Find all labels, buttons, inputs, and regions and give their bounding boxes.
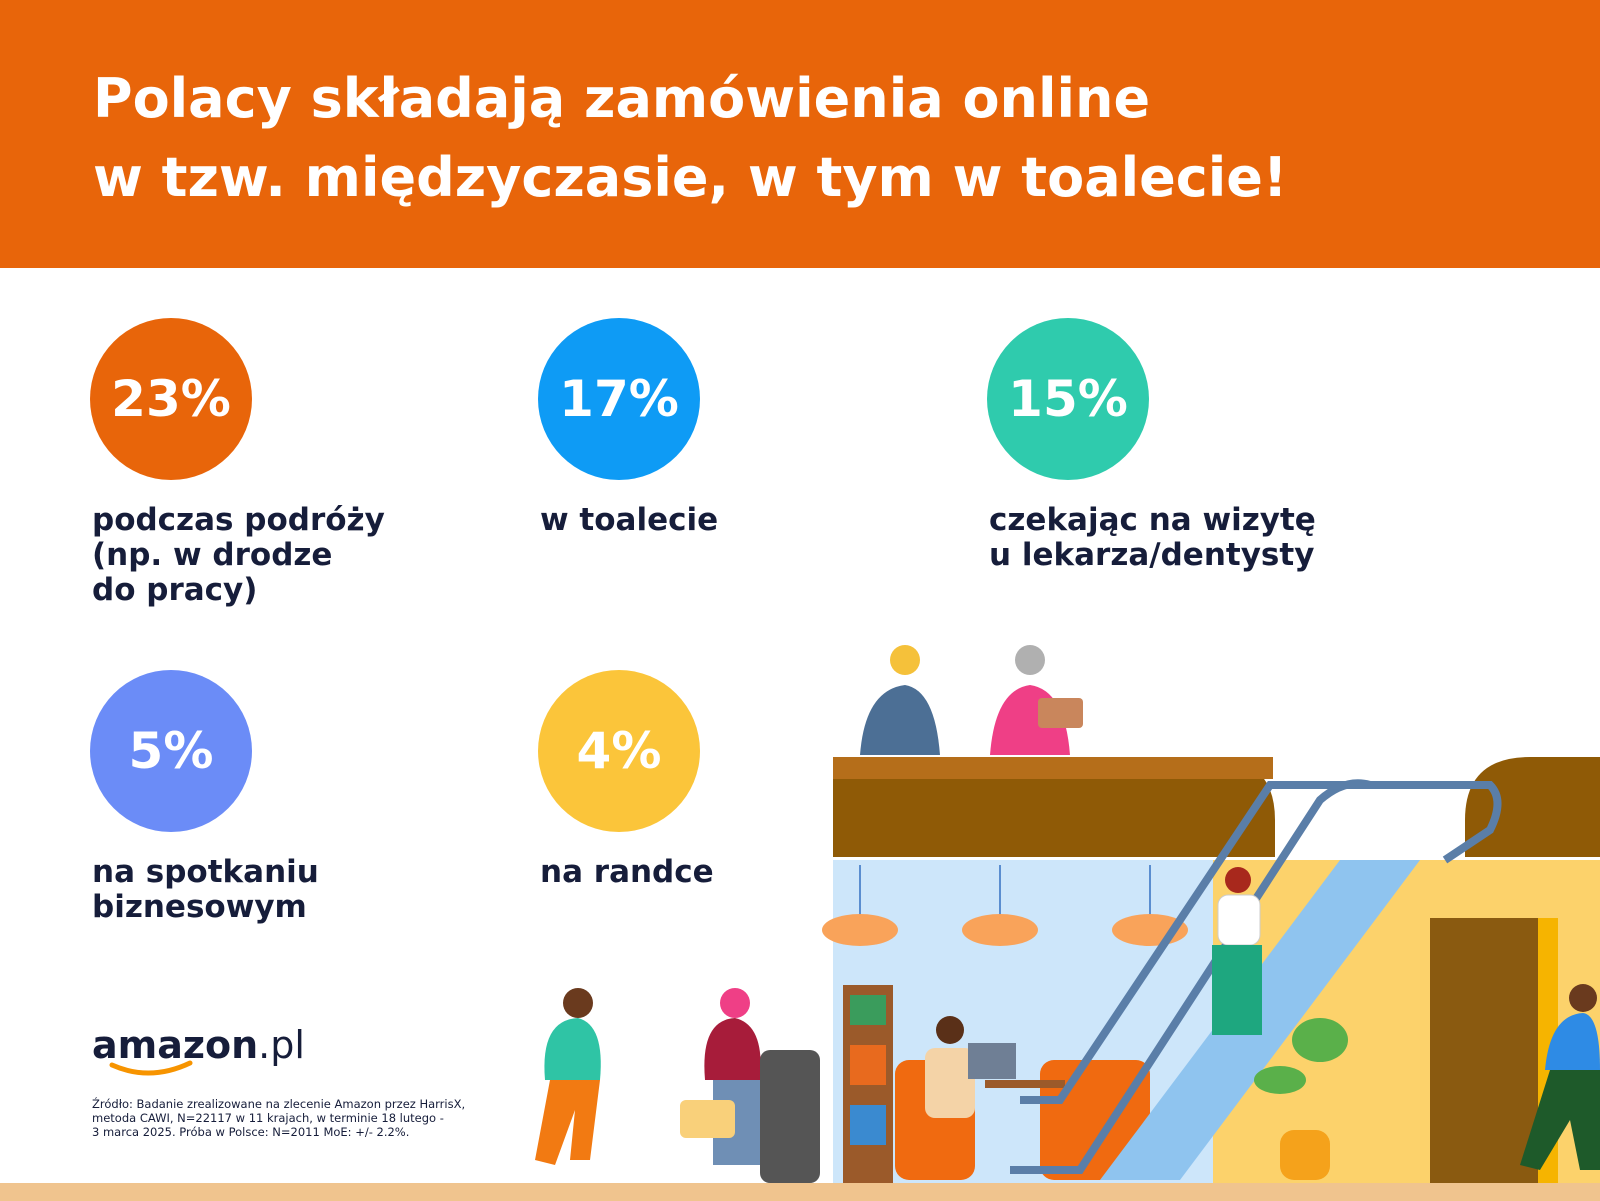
person-body [544,1018,601,1080]
stat-label: u lekarza/dentysty [989,537,1314,573]
person-body [925,1048,975,1118]
person-legs [535,1080,600,1165]
stat-circle [538,670,700,832]
plant-leaf [1292,1018,1348,1062]
stat-value: 4% [577,722,662,780]
title-line: Polacy składają zamówienia online [93,67,1150,130]
person-body [704,1018,761,1080]
escalator-rail [1020,781,1385,1104]
bag [680,1100,735,1138]
source-line: 3 marca 2025. Próba w Polsce: N=2011 MoE… [92,1125,409,1139]
person-head [1569,984,1597,1012]
books [850,1045,886,1085]
stat-circle [987,318,1149,480]
person-body [1545,1013,1600,1070]
roof [1465,757,1600,857]
stat-circle [90,318,252,480]
plant-leaf [1254,1066,1306,1094]
person-head [1225,867,1251,893]
person-head [1015,645,1045,675]
stat-value: 17% [559,370,679,428]
source-line: metoda CAWI, N=22117 w 11 krajach, w ter… [92,1111,444,1125]
plant-pot [1280,1130,1330,1180]
stat-circle [90,670,252,832]
source-line: Źródło: Badanie zrealizowane na zlecenie… [92,1096,465,1111]
roof-top [833,757,1273,779]
title-line: w tzw. międzyczasie, w tym w toalecie! [93,146,1288,209]
stat-label: do pracy) [92,572,257,608]
lamp [962,914,1038,946]
person-head [890,645,920,675]
stat-value: 15% [1008,370,1128,428]
header-band [0,0,1600,268]
person-body [860,685,940,755]
floor [0,1183,1600,1201]
lamp [822,914,898,946]
roof [833,757,1275,857]
person-head [720,988,750,1018]
logo: amazon.pl [92,1023,305,1067]
suitcase [760,1050,820,1183]
stat-label: na spotkaniu [92,854,319,890]
laptop [968,1043,1016,1079]
logo-name: amazon [92,1023,258,1067]
illustration [0,645,1600,1201]
books [850,995,886,1025]
stat-label: podczas podróży [92,502,385,538]
stat-circle [538,318,700,480]
table [985,1080,1065,1088]
tablet [1038,698,1083,728]
person-body [1217,894,1261,946]
person-legs [1212,945,1262,1035]
stat-label: w toalecie [540,502,718,538]
person-legs [1520,1070,1600,1170]
stat-value: 5% [129,722,214,780]
books [850,1105,886,1145]
logo-suffix: .pl [258,1023,305,1067]
stat-label: (np. w drodze [92,537,332,573]
stat-value: 23% [111,370,231,428]
stat-label: na randce [540,854,714,890]
stat-label: biznesowym [92,889,307,925]
logo-smile [109,1060,193,1076]
stat-label: czekając na wizytę [989,502,1316,538]
person-head [936,1016,964,1044]
person-head [563,988,593,1018]
